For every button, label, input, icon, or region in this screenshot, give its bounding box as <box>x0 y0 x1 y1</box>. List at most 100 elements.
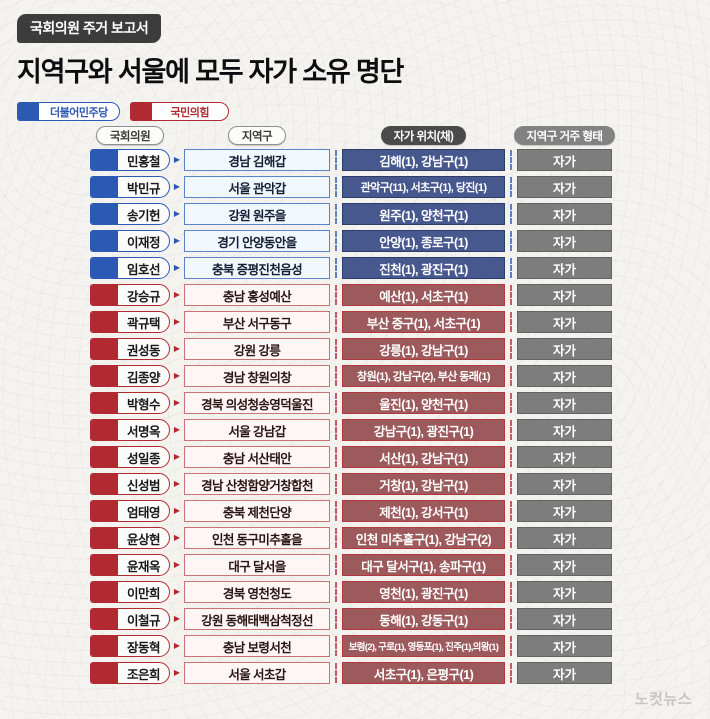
home-location-box: 제천(1), 강서구(1) <box>342 500 505 522</box>
party-color-block <box>91 393 118 413</box>
ppp-color-swatch <box>129 102 151 121</box>
table-row: 김종양 ▶ 경남 창원의창 창원(1), 강남구(2), 부산 동래(1) 자가 <box>90 365 612 387</box>
table-row: 성일종 ▶ 충남 서산태안 서산(1), 강남구(1) 자가 <box>90 446 612 468</box>
district-box: 강원 원주을 <box>184 203 330 225</box>
district-box: 경남 김해갑 <box>184 149 330 171</box>
member-name-pill: 장동혁 <box>90 635 170 657</box>
arrow-icon: ▶ <box>173 290 181 299</box>
member-table: 국회의원 지역구 자가 위치(채) 지역구 거주 형태 민홍철 ▶ 경남 김해갑… <box>90 126 616 684</box>
home-location-box: 서산(1), 강남구(1) <box>342 446 505 468</box>
arrow-icon: ▶ <box>173 479 181 488</box>
residence-status-box: 자가 <box>517 203 612 225</box>
member-name: 윤상현 <box>126 532 161 547</box>
legend-label-ppp: 국민의힘 <box>150 102 229 121</box>
member-name-pill: 민홍철 <box>90 149 170 171</box>
column-header-residence: 지역구 거주 형태 <box>513 126 616 145</box>
table-body: 민홍철 ▶ 경남 김해갑 김해(1), 강남구(1) 자가 박민규 ▶ 서울 관… <box>90 149 612 684</box>
residence-status-box: 자가 <box>517 392 612 414</box>
table-row: 이재정 ▶ 경기 안양동안을 안양(1), 종로구(1) 자가 <box>90 230 612 252</box>
member-name: 이만희 <box>126 586 161 601</box>
home-location-box: 인천 미추홀구(1), 강남구(2) <box>342 527 505 549</box>
district-box: 경남 산청함양거창합천 <box>184 473 330 495</box>
democratic-color-swatch <box>17 102 38 121</box>
party-color-block <box>91 285 118 305</box>
member-name: 장동혁 <box>126 640 161 655</box>
party-color-block <box>91 231 118 251</box>
residence-status-box: 자가 <box>517 230 612 252</box>
party-color-block <box>91 150 118 170</box>
table-row: 곽규택 ▶ 부산 서구동구 부산 중구(1), 서초구(1) 자가 <box>90 311 612 333</box>
member-name: 엄태영 <box>126 505 161 520</box>
party-legend: 더불어민주당 국민의힘 <box>17 102 403 121</box>
home-location-box: 울진(1), 양천구(1) <box>342 392 505 414</box>
member-name-pill: 신성범 <box>90 473 170 495</box>
member-name-pill: 이만희 <box>90 581 170 603</box>
arrow-icon: ▶ <box>173 263 181 272</box>
district-box: 충남 홍성예산 <box>184 284 330 306</box>
party-color-block <box>91 528 118 548</box>
party-color-block <box>91 420 118 440</box>
table-row: 윤재옥 ▶ 대구 달서을 대구 달서구(1), 송파구(1) 자가 <box>90 554 612 576</box>
party-color-block <box>91 258 118 278</box>
home-location-box: 강릉(1), 강남구(1) <box>342 338 505 360</box>
residence-status-box: 자가 <box>517 149 612 171</box>
table-row: 조은희 ▶ 서울 서초갑 서초구(1), 은평구(1) 자가 <box>90 662 612 684</box>
divider-dashed <box>510 150 512 170</box>
home-location-box: 영천(1), 광진구(1) <box>342 581 505 603</box>
residence-status-box: 자가 <box>517 473 612 495</box>
divider-dashed <box>335 366 337 386</box>
divider-dashed <box>335 501 337 521</box>
district-box: 인천 동구미추홀을 <box>184 527 330 549</box>
arrow-icon: ▶ <box>173 668 181 677</box>
residence-status-box: 자가 <box>517 608 612 630</box>
divider-dashed <box>510 204 512 224</box>
column-header-district: 지역구 <box>227 126 287 145</box>
residence-status-box: 자가 <box>517 419 612 441</box>
arrow-icon: ▶ <box>173 425 181 434</box>
arrow-icon: ▶ <box>173 344 181 353</box>
residence-status-box: 자가 <box>517 365 612 387</box>
divider-dashed <box>335 312 337 332</box>
district-box: 경북 의성청송영덕울진 <box>184 392 330 414</box>
district-box: 서울 서초갑 <box>184 662 330 684</box>
party-color-block <box>91 582 118 602</box>
party-color-block <box>91 555 118 575</box>
member-name-pill: 엄태영 <box>90 500 170 522</box>
table-row: 박형수 ▶ 경북 의성청송영덕울진 울진(1), 양천구(1) 자가 <box>90 392 612 414</box>
divider-dashed <box>510 528 512 548</box>
table-row: 엄태영 ▶ 충북 제천단양 제천(1), 강서구(1) 자가 <box>90 500 612 522</box>
member-name-pill: 윤상현 <box>90 527 170 549</box>
member-name-pill: 조은희 <box>90 662 170 684</box>
member-name: 조은희 <box>126 667 161 682</box>
legend-item-democratic: 더불어민주당 <box>17 102 120 121</box>
divider-dashed <box>335 393 337 413</box>
divider-dashed <box>510 582 512 602</box>
member-name-pill: 송기헌 <box>90 203 170 225</box>
table-row: 임호선 ▶ 충북 증평진천음성 진천(1), 광진구(1) 자가 <box>90 257 612 279</box>
member-name-pill: 서명옥 <box>90 419 170 441</box>
arrow-icon: ▶ <box>173 452 181 461</box>
table-row: 민홍철 ▶ 경남 김해갑 김해(1), 강남구(1) 자가 <box>90 149 612 171</box>
member-name: 곽규택 <box>126 316 161 331</box>
divider-dashed <box>510 420 512 440</box>
party-color-block <box>91 636 118 656</box>
divider-dashed <box>335 258 337 278</box>
district-box: 충북 증평진천음성 <box>184 257 330 279</box>
table-row: 권성동 ▶ 강원 강릉 강릉(1), 강남구(1) 자가 <box>90 338 612 360</box>
member-name-pill: 권성동 <box>90 338 170 360</box>
divider-dashed <box>510 312 512 332</box>
divider-dashed <box>335 447 337 467</box>
party-color-block <box>91 204 118 224</box>
arrow-icon: ▶ <box>173 641 181 650</box>
district-box: 충남 서산태안 <box>184 446 330 468</box>
residence-status-box: 자가 <box>517 176 612 198</box>
residence-status-box: 자가 <box>517 554 612 576</box>
home-location-box: 부산 중구(1), 서초구(1) <box>342 311 505 333</box>
member-name-pill: 강승규 <box>90 284 170 306</box>
divider-dashed <box>510 177 512 197</box>
member-name: 윤재옥 <box>126 559 161 574</box>
table-header-row: 국회의원 지역구 자가 위치(채) 지역구 거주 형태 <box>90 126 616 145</box>
divider-dashed <box>335 474 337 494</box>
party-color-block <box>91 474 118 494</box>
district-box: 충남 보령서천 <box>184 635 330 657</box>
